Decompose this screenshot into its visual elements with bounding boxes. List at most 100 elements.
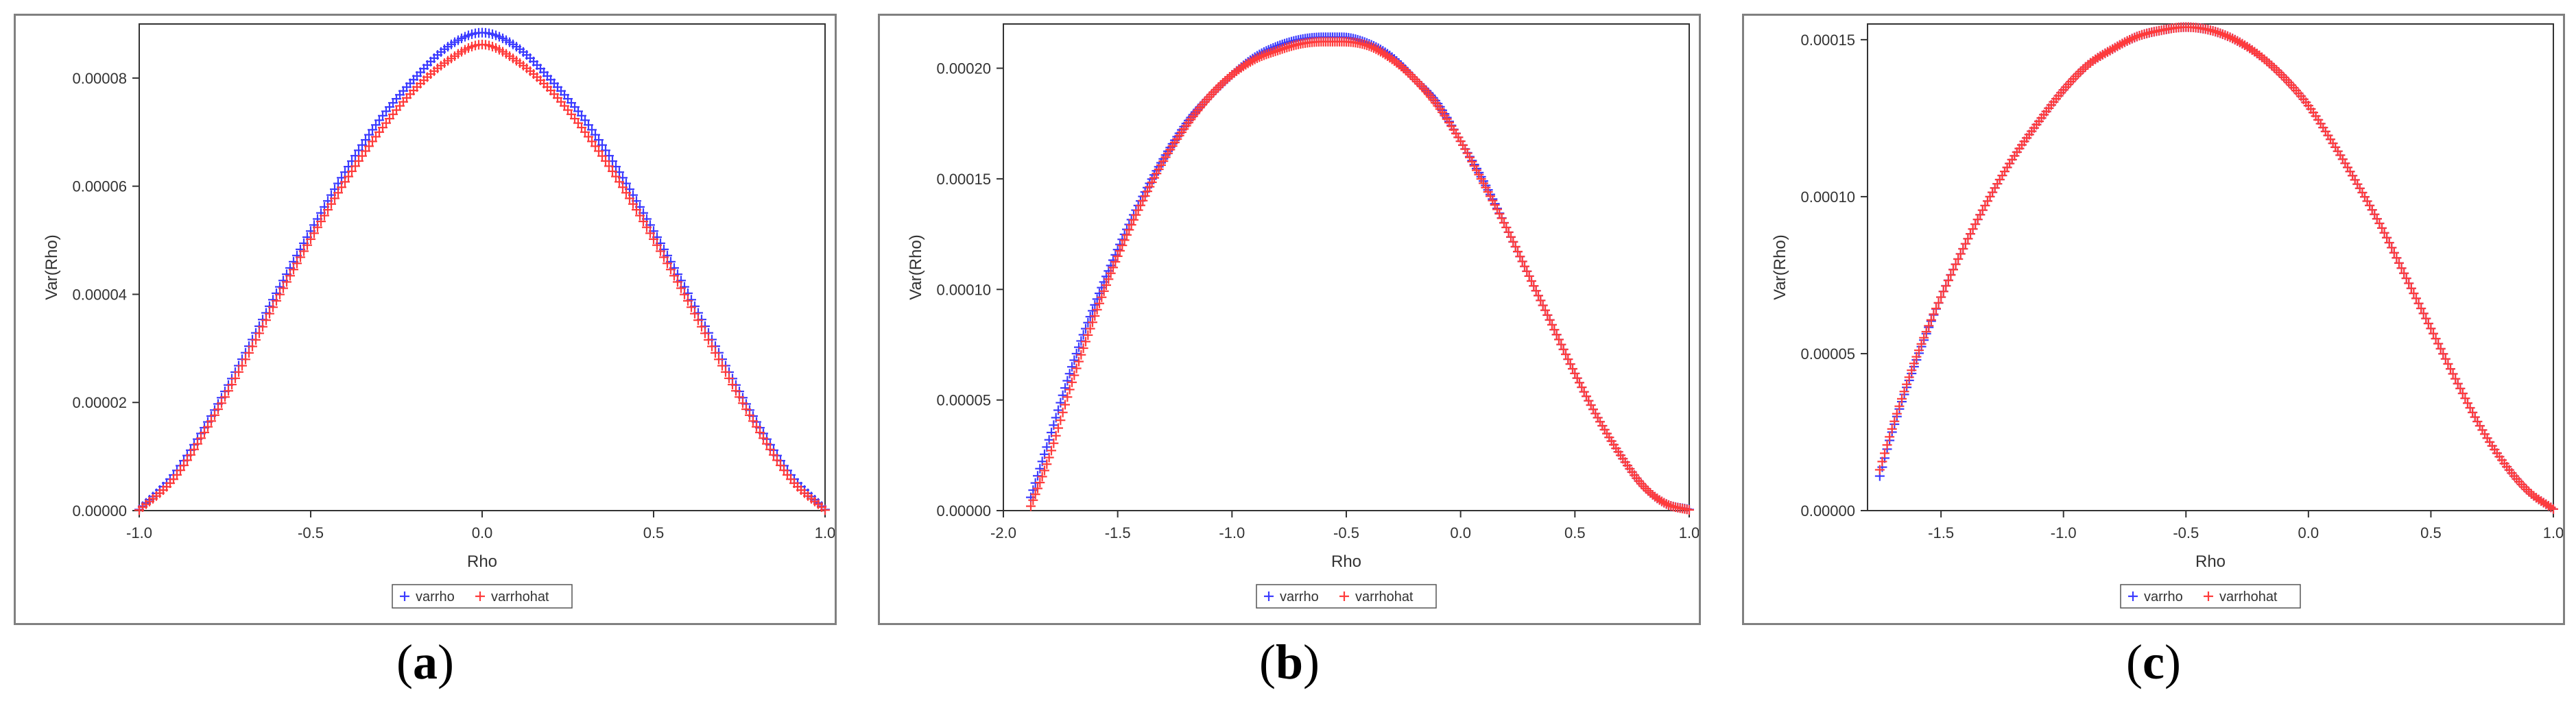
y-tick-label: 0.00004: [72, 286, 127, 303]
data-point: [1112, 251, 1123, 261]
data-point: [2460, 393, 2470, 404]
y-tick-label: 0.00000: [936, 502, 991, 520]
data-point: [621, 188, 631, 198]
data-point: [1268, 47, 1278, 57]
x-tick-label: 0.5: [643, 524, 665, 541]
data-point: [357, 140, 367, 150]
data-point: [1106, 268, 1116, 278]
data-point: [186, 450, 195, 460]
data-point: [2379, 228, 2389, 238]
data-point: [1126, 220, 1136, 230]
legend-label: varrhohat: [1355, 589, 1414, 605]
data-point: [1460, 144, 1470, 154]
data-point: [1951, 259, 1961, 269]
data-point: [2421, 313, 2431, 324]
y-tick-label: 0.00010: [1800, 188, 1855, 206]
data-point: [1499, 218, 1509, 228]
data-point: [1088, 306, 1097, 316]
data-point: [1062, 392, 1073, 402]
data-point: [1914, 345, 1924, 356]
data-point: [1933, 297, 1944, 308]
data-point: [1396, 62, 1406, 72]
data-point: [1877, 456, 1887, 467]
data-point: [659, 252, 669, 263]
data-point: [1206, 89, 1217, 99]
data-point: [1931, 304, 1941, 314]
data-point: [1536, 295, 1546, 306]
data-point: [230, 373, 240, 383]
data-point: [680, 289, 689, 300]
data-point: [1643, 486, 1653, 496]
legend-label: varrho: [416, 589, 455, 605]
data-point: [1593, 413, 1603, 423]
data-point: [1049, 438, 1059, 448]
data-point: [1909, 358, 1919, 369]
data-point: [1577, 382, 1587, 393]
x-tick-label: 0.0: [1450, 524, 1471, 541]
data-point: [2453, 378, 2463, 389]
data-point: [769, 450, 778, 460]
data-point: [1531, 286, 1541, 296]
data-point: [2448, 369, 2458, 379]
data-point: [669, 271, 679, 281]
caption-c-letter: c: [2143, 635, 2164, 689]
data-point: [1936, 292, 1946, 302]
data-point: [639, 217, 648, 227]
data-point: [635, 210, 645, 221]
chart-svg: -1.0 -0.5 0.0 0.5 1.0 0.00000 0.00002 0.00004 0.…: [43, 23, 835, 609]
data-point: [1154, 164, 1164, 175]
data-point: [2435, 343, 2446, 354]
data-point: [1088, 317, 1097, 328]
data-point: [707, 341, 717, 352]
data-point: [748, 416, 758, 426]
data-point: [1462, 148, 1472, 158]
data-point: [200, 428, 209, 438]
data-point: [697, 321, 706, 332]
data-point: [1035, 478, 1045, 488]
x-tick-label: -1.5: [1928, 524, 1954, 541]
data-point: [2438, 349, 2448, 359]
data-point: [1911, 352, 1922, 362]
data-point: [1028, 495, 1038, 505]
data-point: [1561, 349, 1571, 359]
data-point: [1083, 330, 1093, 340]
data-point: [1071, 363, 1082, 374]
data-point: [1263, 49, 1274, 59]
data-point: [1033, 483, 1042, 493]
data-point: [333, 188, 343, 198]
data-point: [1907, 365, 1917, 376]
data-point: [584, 120, 593, 130]
x-axis-label: Rho: [1331, 552, 1361, 571]
data-point: [1545, 315, 1555, 325]
data-point: [2426, 324, 2436, 334]
data-point: [361, 135, 370, 145]
x-tick-label: 0.0: [472, 524, 493, 541]
data-point: [1400, 65, 1411, 75]
data-point: [1938, 286, 1948, 297]
data-point: [241, 354, 250, 365]
data-point: [1529, 281, 1539, 291]
data-point: [261, 315, 271, 326]
data-point: [1874, 465, 1885, 475]
data-point: [1958, 244, 1968, 254]
data-point: [1108, 263, 1118, 273]
data-point: [1659, 498, 1669, 508]
data-point: [1887, 424, 1897, 434]
data-point: [285, 271, 295, 281]
data-point: [1968, 224, 1978, 234]
data-point: [741, 404, 751, 415]
legend-marker-varrho: [1264, 591, 1274, 601]
x-tick-label: 0.5: [1564, 524, 1586, 541]
data-point: [1556, 339, 1566, 350]
data-point: [608, 166, 617, 176]
data-point: [776, 461, 785, 471]
data-point: [1586, 400, 1596, 411]
data-point: [265, 308, 274, 319]
data-point: [1943, 276, 1953, 286]
data-point: [251, 334, 261, 345]
chart-panel-a: -1.0 -0.5 0.0 0.5 1.0 0.00000 0.00002 0.00004 0.…: [14, 14, 837, 625]
data-point: [1074, 342, 1084, 352]
data-point: [1069, 370, 1080, 380]
data-point: [2450, 374, 2461, 384]
data-point: [594, 135, 604, 145]
